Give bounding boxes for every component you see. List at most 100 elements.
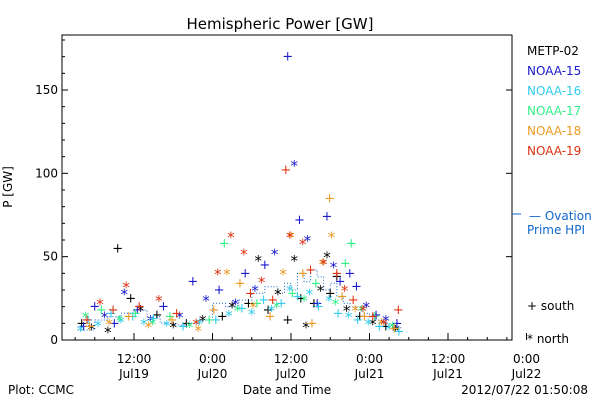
data-point-metp-02: + <box>151 308 162 323</box>
data-point-noaa-18: * <box>279 265 287 283</box>
data-point-noaa-18: * <box>287 229 295 247</box>
data-point-noaa-17: + <box>252 296 263 311</box>
data-point-metp-02: * <box>137 302 145 320</box>
data-point-noaa-18: * <box>145 319 153 337</box>
x-tick-day-label: Jul19 <box>118 367 149 381</box>
data-point-noaa-19: * <box>96 295 104 313</box>
data-point-noaa-18: + <box>389 321 400 336</box>
data-point-noaa-16: * <box>325 292 333 310</box>
data-point-noaa-19: * <box>214 265 222 283</box>
y-tick-label: 0 <box>50 333 58 347</box>
data-point-metp-02: * <box>170 319 178 337</box>
data-point-noaa-16: + <box>393 325 404 340</box>
data-point-noaa-19: * <box>258 274 266 292</box>
data-point-noaa-15: + <box>132 303 143 318</box>
data-point-noaa-15: * <box>362 299 370 317</box>
data-point-noaa-17: * <box>186 319 194 337</box>
data-point-noaa-15: + <box>282 50 293 65</box>
data-point-noaa-17: + <box>165 310 176 325</box>
data-point-noaa-15: + <box>335 275 346 290</box>
data-point-noaa-15: + <box>78 320 89 335</box>
data-point-noaa-16: + <box>333 306 344 321</box>
data-point-noaa-16: * <box>225 307 233 325</box>
data-point-noaa-19: + <box>267 293 278 308</box>
data-point-noaa-17: + <box>96 303 107 318</box>
data-point-noaa-15: * <box>101 309 109 327</box>
data-point-noaa-17: * <box>149 315 157 333</box>
data-point-noaa-19: + <box>108 303 119 318</box>
x-tick-time-label: 0:00 <box>356 352 383 366</box>
data-point-metp-02: + <box>380 320 391 335</box>
data-point-metp-02: + <box>295 291 306 306</box>
data-point-metp-02: + <box>76 316 87 331</box>
data-point-noaa-15: * <box>304 232 312 250</box>
data-point-noaa-18: * <box>105 315 113 333</box>
data-point-metp-02: + <box>112 241 123 256</box>
data-point-noaa-19: + <box>280 163 291 178</box>
data-point-noaa-16: * <box>94 317 102 335</box>
data-point-noaa-19: * <box>155 292 163 310</box>
data-point-noaa-16: + <box>276 296 287 311</box>
x-tick-day-label: Jul20 <box>275 367 306 381</box>
data-point-noaa-16: + <box>148 311 159 326</box>
north-label: * north <box>527 332 569 346</box>
data-point-noaa-16: * <box>268 302 276 320</box>
data-point-noaa-15: + <box>259 258 270 273</box>
data-point-noaa-15: * <box>120 285 128 303</box>
data-point-noaa-15: * <box>202 292 210 310</box>
data-point-noaa-15: + <box>294 213 305 228</box>
data-point-noaa-15: + <box>109 316 120 331</box>
data-point-noaa-19: * <box>341 282 349 300</box>
data-point-noaa-19: + <box>348 293 359 308</box>
data-point-noaa-19: + <box>81 313 92 328</box>
data-point-noaa-15: * <box>330 259 338 277</box>
data-point-metp-02: + <box>325 286 336 301</box>
data-point-noaa-18: + <box>265 310 276 325</box>
data-point-noaa-15: + <box>371 308 382 323</box>
data-point-metp-02: + <box>263 303 274 318</box>
data-point-noaa-15: * <box>147 312 155 330</box>
data-point-noaa-19: * <box>192 315 200 333</box>
data-point-metp-02: * <box>392 322 400 340</box>
data-point-noaa-15: + <box>187 275 198 290</box>
x-tick-time-label: 12:00 <box>431 352 466 366</box>
data-point-noaa-17: + <box>369 310 380 325</box>
data-point-noaa-15: + <box>312 296 323 311</box>
data-point-noaa-19: * <box>227 229 235 247</box>
data-point-noaa-15: * <box>291 157 299 175</box>
data-point-noaa-18: * <box>319 255 327 273</box>
data-point-noaa-18: * <box>351 302 359 320</box>
data-point-noaa-19: + <box>393 303 404 318</box>
data-point-noaa-16: + <box>258 293 269 308</box>
data-point-noaa-16: * <box>306 285 314 303</box>
data-point-noaa-19: * <box>286 229 294 247</box>
y-tick-label: 50 <box>43 250 58 264</box>
data-point-metp-02: * <box>302 319 310 337</box>
data-point-metp-02: + <box>125 291 136 306</box>
ovation-label-line2: Prime HPI <box>527 223 585 237</box>
data-point-noaa-18: * <box>249 299 257 317</box>
data-point-noaa-15: + <box>214 283 225 298</box>
data-point-metp-02: * <box>291 252 299 270</box>
data-point-noaa-19: * <box>320 255 328 273</box>
data-point-noaa-18: + <box>84 320 95 335</box>
data-point-noaa-16: + <box>127 310 138 325</box>
legend-entry-noaa-18: NOAA-18 <box>527 124 581 138</box>
ovation-label-line1: — Ovation <box>529 209 592 223</box>
data-point-noaa-16: + <box>210 313 221 328</box>
data-point-noaa-19: * <box>122 279 130 297</box>
data-point-noaa-17: * <box>358 302 366 320</box>
data-point-noaa-18: + <box>359 310 370 325</box>
data-point-metp-02: + <box>331 270 342 285</box>
data-point-noaa-16: * <box>196 315 204 333</box>
ovation-hpi-line <box>77 269 402 331</box>
data-point-metp-02: + <box>354 310 365 325</box>
legend-entry-noaa-16: NOAA-16 <box>527 84 581 98</box>
data-point-noaa-18: + <box>235 276 246 291</box>
data-point-noaa-15: + <box>322 210 333 225</box>
data-point-noaa-16: + <box>178 320 189 335</box>
data-point-noaa-15: * <box>251 282 259 300</box>
data-point-noaa-15: + <box>240 266 251 281</box>
footer-timestamp: 2012/07/22 01:50:08 <box>461 383 588 397</box>
